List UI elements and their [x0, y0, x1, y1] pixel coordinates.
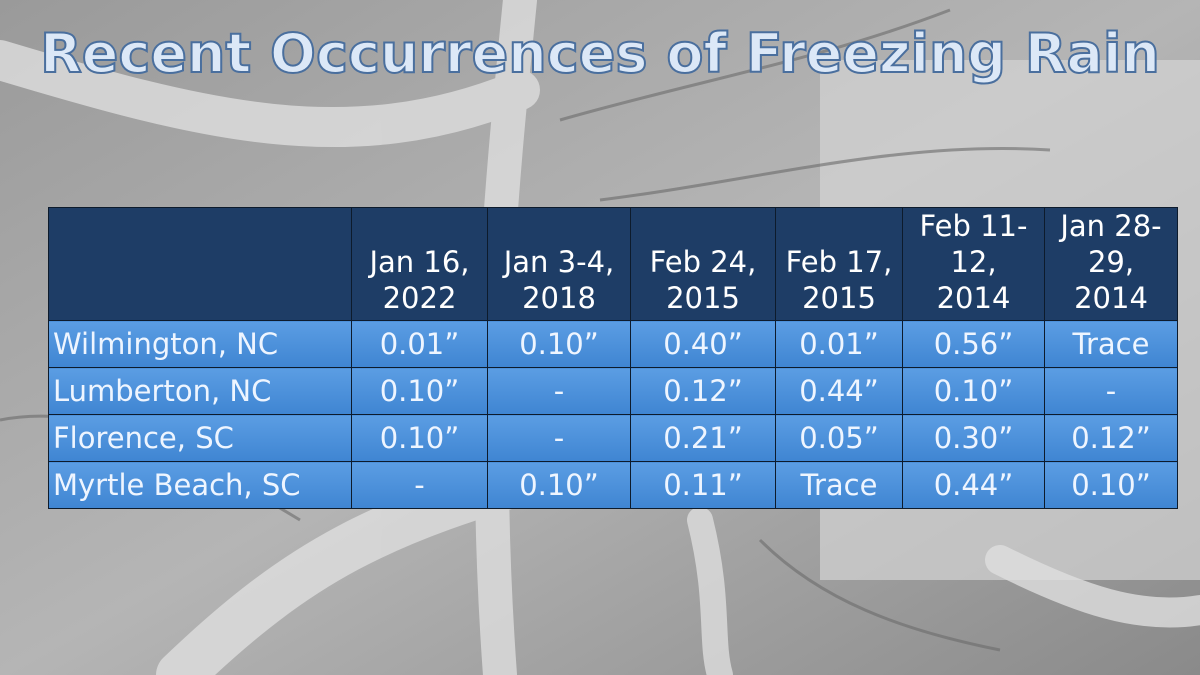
table-cell: -	[351, 461, 488, 509]
column-header: Feb 17, 2015	[775, 207, 903, 321]
table-cell: 0.01”	[775, 320, 903, 368]
table-row: Wilmington, NC 0.01” 0.10” 0.40” 0.01” 0.56” T…	[48, 320, 1178, 368]
table-cell: 0.21”	[630, 414, 776, 462]
slide-title: Recent Occurrences of Freezing Rain	[39, 21, 1161, 86]
row-label: Myrtle Beach, SC	[48, 461, 352, 509]
column-header: Feb 11-12, 2014	[902, 207, 1045, 321]
row-label: Lumberton, NC	[48, 367, 352, 415]
table-cell: 0.11”	[630, 461, 776, 509]
header-row: Jan 16, 2022 Jan 3-4, 2018 Feb 24, 2015 Feb…	[48, 207, 1178, 321]
corner-cell	[48, 207, 352, 321]
table-cell: Trace	[775, 461, 903, 509]
table-cell: 0.10”	[351, 367, 488, 415]
table-cell: 0.44”	[902, 461, 1045, 509]
table-cell: 0.01”	[351, 320, 488, 368]
table-cell: 0.44”	[775, 367, 903, 415]
table-cell: -	[1044, 367, 1178, 415]
table-cell: 0.10”	[902, 367, 1045, 415]
row-label: Florence, SC	[48, 414, 352, 462]
column-header: Jan 3-4, 2018	[487, 207, 631, 321]
table-cell: 0.10”	[1044, 461, 1178, 509]
data-table: Jan 16, 2022 Jan 3-4, 2018 Feb 24, 2015 Feb…	[48, 207, 1178, 509]
row-label: Wilmington, NC	[48, 320, 352, 368]
table-cell: 0.10”	[487, 461, 631, 509]
table-row: Lumberton, NC 0.10” -0.12” 0.44” 0.10” -	[48, 367, 1178, 415]
table-cell: 0.10”	[487, 320, 631, 368]
column-header: Jan 28-29, 2014	[1044, 207, 1178, 321]
table-cell: 0.56”	[902, 320, 1045, 368]
table-cell: Trace	[1044, 320, 1178, 368]
table-cell: 0.12”	[1044, 414, 1178, 462]
column-header: Jan 16, 2022	[351, 207, 488, 321]
table-cell: 0.10”	[351, 414, 488, 462]
table-cell: -	[487, 414, 631, 462]
column-header: Feb 24, 2015	[630, 207, 776, 321]
table-cell: 0.05”	[775, 414, 903, 462]
table-cell: 0.40”	[630, 320, 776, 368]
table-cell: -	[487, 367, 631, 415]
table-cell: 0.30”	[902, 414, 1045, 462]
table-row: Florence, SC 0.10” -0.21” 0.05” 0.30” 0.12”	[48, 414, 1178, 462]
table-cell: 0.12”	[630, 367, 776, 415]
table-row: Myrtle Beach, SC -0.10” 0.11” Trace 0.44” 0.1…	[48, 461, 1178, 509]
